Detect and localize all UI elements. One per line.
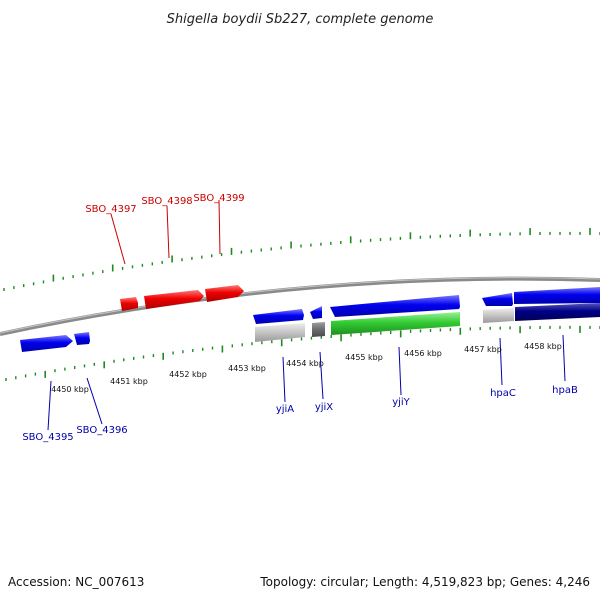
lower-tick-row: [5, 325, 600, 381]
map-title: Shigella boydii Sb227, complete genome: [167, 12, 434, 27]
gene-label-sbo4399[interactable]: SBO_4399: [193, 193, 244, 204]
gene-label-yjix[interactable]: yjiX: [315, 402, 333, 413]
upper-tick-row: [3, 227, 600, 291]
gene-label-sbo4398[interactable]: SBO_4398: [141, 196, 192, 207]
genome-backbone-highlight: [0, 277, 600, 334]
gene-arrow-hpab[interactable]: [514, 287, 600, 304]
category-bar-yjia: [255, 323, 305, 342]
label-line-sbo4398: [166, 205, 170, 259]
scale-label: 4452 kbp: [169, 370, 207, 379]
gene-arrow-sbo4398[interactable]: [144, 290, 204, 309]
category-bar-yjiy: [331, 312, 460, 335]
gene-arrow-sbo4399[interactable]: [205, 285, 244, 302]
gene-arrow-hpac[interactable]: [482, 293, 513, 306]
gene-arrow-yjix[interactable]: [310, 306, 322, 319]
label-line-yjix: [319, 351, 324, 400]
gene-arrow-yjia[interactable]: [253, 309, 304, 324]
scale-label: 4456 kbp: [404, 349, 442, 358]
category-bar-hpab: [515, 303, 600, 321]
gene-label-yjia[interactable]: yjiA: [276, 404, 294, 415]
category-bar-hpac: [483, 308, 514, 323]
gene-label-hpac[interactable]: hpaC: [490, 388, 516, 399]
upper-gene-labels: SBO_4397 SBO_4398 SBO_4399: [85, 193, 245, 265]
category-bar-yjix: [312, 322, 325, 337]
lower-gene-labels: SBO_4395 SBO_4396 yjiA yjiX yjiY hpaC hp…: [22, 334, 578, 443]
label-line-sbo4399: [218, 199, 221, 255]
label-line-sbo4395: [47, 380, 52, 431]
gene-category-bars: [255, 303, 600, 342]
scale-label: 4450 kbp: [51, 385, 89, 394]
scale-label: 4454 kbp: [286, 359, 324, 368]
gene-arrow-sbo4397[interactable]: [120, 297, 138, 311]
scale-label: 4453 kbp: [228, 364, 266, 373]
gene-label-sbo4395[interactable]: SBO_4395: [22, 432, 73, 443]
scale-label: 4455 kbp: [345, 353, 383, 362]
scale-label: 4451 kbp: [110, 377, 148, 386]
scale-labels: 4450 kbp 4451 kbp 4452 kbp 4453 kbp 4454…: [51, 342, 562, 394]
gene-arrow-sbo4395[interactable]: [20, 335, 73, 352]
genome-backbone: [0, 276, 600, 336]
label-line-yjia: [282, 356, 286, 403]
label-line-yjiy: [398, 346, 402, 396]
scale-label: 4458 kbp: [524, 342, 562, 351]
gene-label-sbo4397[interactable]: SBO_4397: [85, 204, 136, 215]
label-line-sbo4397: [110, 213, 126, 265]
label-line-sbo4396: [86, 377, 103, 425]
gene-label-sbo4396[interactable]: SBO_4396: [76, 425, 127, 436]
forward-genes: [20, 287, 600, 352]
label-line-hpab: [562, 334, 566, 382]
label-line-hpac: [499, 337, 503, 386]
genome-stats-text: Topology: circular; Length: 4,519,823 bp…: [259, 575, 590, 589]
gene-arrow-yjiy[interactable]: [330, 295, 460, 317]
accession-text: Accession: NC_007613: [8, 575, 144, 589]
reverse-genes: [120, 285, 244, 311]
scale-label: 4457 kbp: [464, 345, 502, 354]
gene-label-yjiy[interactable]: yjiY: [392, 397, 410, 408]
gene-arrow-sbo4396[interactable]: [74, 332, 90, 345]
gene-label-hpab[interactable]: hpaB: [552, 385, 578, 396]
